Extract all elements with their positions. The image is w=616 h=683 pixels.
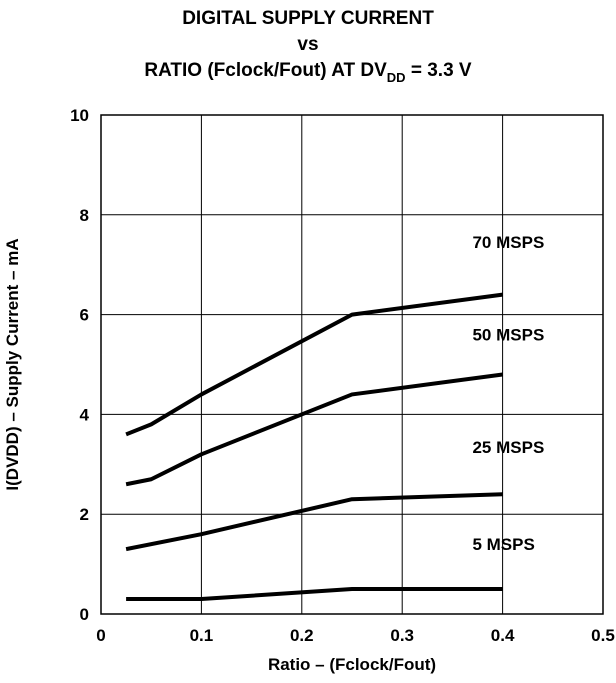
- title-line-2: vs: [297, 34, 319, 55]
- y-tick-label-0: 0: [80, 605, 89, 624]
- title-line-3-prefix: RATIO (Fclock/Fout) AT DV: [144, 60, 387, 81]
- series-group: [125, 292, 503, 602]
- title-line-3-suffix: = 3.3 V: [405, 60, 472, 81]
- title-line-1: DIGITAL SUPPLY CURRENT: [182, 8, 434, 29]
- x-axis-label: Ratio – (Fclock/Fout): [268, 655, 436, 674]
- y-tick-labels: 0 2 4 6 8 10: [70, 106, 89, 624]
- x-tick-labels: 0 0.1 0.2 0.3 0.4 0.5: [96, 626, 615, 645]
- x-tick-label-1: 0.1: [190, 626, 214, 645]
- x-tick-label-5: 0.5: [591, 626, 615, 645]
- y-tick-label-2: 4: [80, 405, 90, 424]
- y-tick-label-5: 10: [70, 106, 89, 125]
- series-label-0: 70 MSPS: [472, 233, 544, 252]
- series-label-2: 25 MSPS: [472, 438, 544, 457]
- series-line-1: [125, 372, 503, 487]
- series-line-2: [125, 492, 503, 552]
- x-tick-label-0: 0: [96, 626, 105, 645]
- y-tick-label-1: 2: [80, 505, 89, 524]
- series-label-1: 50 MSPS: [472, 326, 544, 345]
- series-line-3: [126, 587, 503, 602]
- title-line-3-subscript: DD: [386, 70, 406, 85]
- title-line-3: RATIO (Fclock/Fout) AT DVDD = 3.3 V: [0, 58, 616, 85]
- series-line-0: [125, 292, 503, 437]
- x-tick-label-3: 0.3: [390, 626, 414, 645]
- y-tick-label-4: 8: [80, 206, 89, 225]
- plot-frame: [100, 114, 604, 615]
- chart-title: DIGITAL SUPPLY CURRENT vs RATIO (Fclock/…: [0, 6, 616, 85]
- series-label-3: 5 MSPS: [472, 535, 534, 554]
- x-tick-label-4: 0.4: [491, 626, 515, 645]
- y-tick-label-3: 6: [80, 306, 89, 325]
- y-axis-label: I(DVDD) – Supply Current – mA: [3, 238, 22, 490]
- series-labels: 70 MSPS 50 MSPS 25 MSPS 5 MSPS: [472, 233, 544, 554]
- x-tick-label-2: 0.2: [290, 626, 314, 645]
